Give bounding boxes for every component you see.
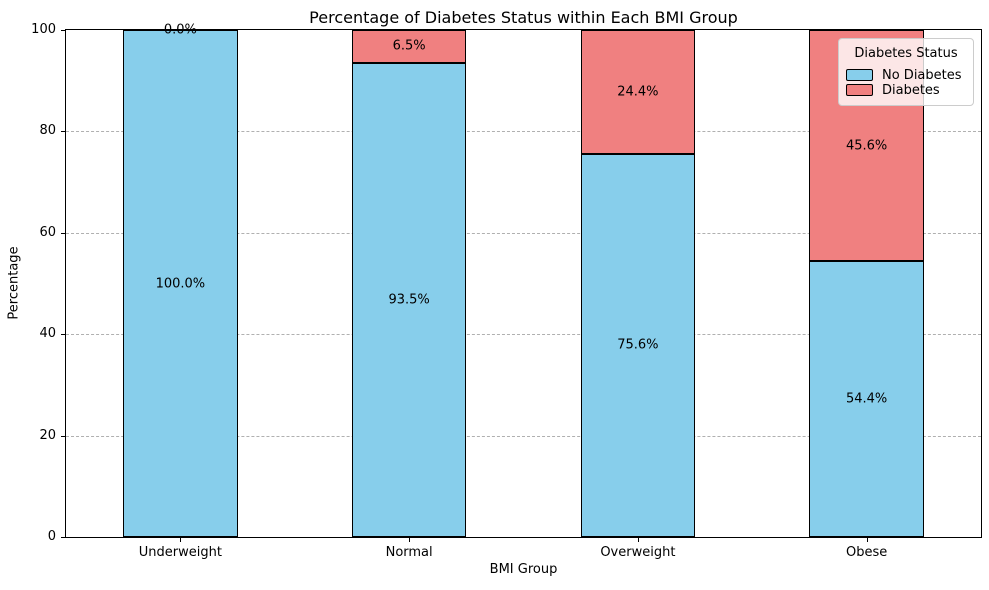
bar-label-underweight-diabetes: 0.0%: [163, 22, 197, 38]
xtick-mark-2: [637, 537, 639, 542]
bar-label-obese-diabetes: 45.6%: [845, 138, 888, 154]
ytick-mark-80: [61, 131, 66, 133]
bar-normal-diabetes: [351, 30, 467, 63]
legend-title: Diabetes Status: [854, 46, 958, 62]
ytick-label-20: 20: [39, 427, 56, 443]
legend: Diabetes Status No Diabetes Diabetes: [838, 38, 974, 106]
xtick-mark-3: [866, 537, 868, 542]
ytick-label-80: 80: [39, 123, 56, 139]
chart-title: Percentage of Diabetes Status within Eac…: [309, 8, 738, 27]
bar-label-underweight-no-diabetes: 100.0%: [155, 276, 206, 291]
plot-area: 100.0% 0.0% 93.5% 6.5% 75.6% 24.4% 54.4% 45.6% …: [31, 22, 982, 560]
gridline-y80: [66, 131, 981, 133]
bar-label-overweight-no-diabetes: 75.6%: [617, 337, 659, 353]
gridline-y20: [66, 435, 981, 437]
xtick-label-3: Obese: [845, 545, 888, 560]
bar-normal-no-diabetes: [351, 62, 467, 537]
x-axis-label: BMI Group: [489, 562, 558, 577]
legend-swatch-icon: [846, 84, 873, 97]
gridline-y40: [66, 334, 981, 336]
ytick-label-100: 100: [31, 22, 56, 38]
ytick-mark-20: [61, 435, 66, 437]
bar-label-overweight-diabetes: 24.4%: [617, 84, 659, 100]
bar-overweight-diabetes: [580, 30, 696, 154]
bar-label-normal-no-diabetes: 93.5%: [388, 292, 430, 308]
xtick-label-0: Underweight: [138, 545, 222, 560]
legend-swatch-icon: [846, 69, 873, 82]
legend-entry-no-diabetes: No Diabetes: [846, 68, 966, 83]
y-axis-label: Percentage: [6, 246, 22, 320]
ytick-label-60: 60: [39, 224, 56, 240]
ytick-mark-60: [61, 232, 66, 234]
bar-underweight-no-diabetes: [123, 30, 238, 537]
ytick-label-0: 0: [47, 529, 56, 545]
xtick-mark-0: [180, 537, 182, 542]
xtick-label-1: Normal: [385, 545, 433, 560]
legend-label: Diabetes: [882, 82, 940, 98]
bar-label-obese-no-diabetes: 54.4%: [845, 391, 888, 407]
ytick-label-40: 40: [39, 326, 56, 342]
ytick-mark-0: [61, 537, 66, 538]
xtick-label-2: Overweight: [600, 545, 676, 560]
bar-obese-no-diabetes: [809, 261, 924, 537]
legend-entries: No Diabetes Diabetes: [846, 68, 966, 98]
bar-overweight-no-diabetes: [580, 153, 696, 537]
gridline-y60: [66, 232, 981, 234]
bar-label-normal-diabetes: 6.5%: [392, 38, 426, 54]
legend-entry-diabetes: Diabetes: [846, 83, 966, 98]
xtick-mark-1: [409, 537, 411, 542]
ytick-mark-40: [61, 334, 66, 336]
legend-label: No Diabetes: [882, 67, 962, 83]
ytick-mark-100: [61, 30, 66, 31]
